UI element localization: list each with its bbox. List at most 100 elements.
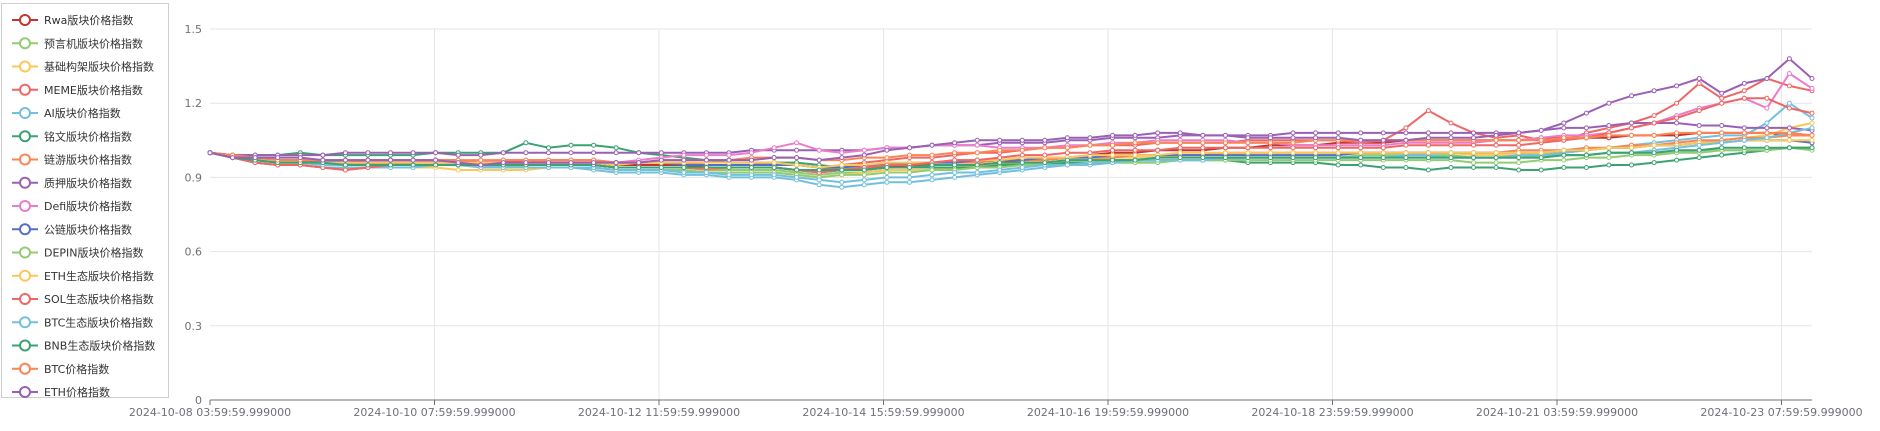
data-point (1177, 150, 1183, 156)
data-point (1290, 145, 1296, 151)
data-point (839, 184, 845, 190)
data-point (1606, 145, 1612, 151)
y-tick-label: 1.5 (185, 23, 203, 36)
data-point (1786, 137, 1792, 143)
legend-marker-14[interactable] (19, 339, 31, 352)
data-point (997, 160, 1003, 166)
data-point (1809, 132, 1815, 138)
data-point (816, 167, 822, 173)
legend-marker-16[interactable] (19, 386, 31, 398)
data-point (1335, 162, 1341, 168)
data-point (861, 167, 867, 173)
data-point (997, 147, 1003, 153)
data-point (1425, 130, 1431, 136)
legend-marker-9[interactable] (19, 223, 31, 236)
legend-marker-6[interactable] (19, 153, 31, 166)
data-point (974, 137, 980, 143)
data-point (455, 160, 461, 166)
series-line-5 (209, 141, 1812, 171)
legend-label[interactable]: BTC生态版块价格指数 (44, 315, 153, 329)
data-point (794, 167, 800, 173)
data-point (1538, 155, 1544, 161)
legend-label[interactable]: 质押版块价格指数 (44, 176, 132, 190)
legend-label[interactable]: BTC价格指数 (44, 362, 109, 376)
legend-label[interactable]: ETH价格指数 (44, 385, 110, 399)
data-point (1561, 135, 1567, 141)
legend-marker-10[interactable] (19, 246, 31, 259)
legend-marker-11[interactable] (19, 269, 31, 282)
data-point (1764, 120, 1770, 126)
legend-marker-8[interactable] (19, 200, 31, 212)
legend-marker-2[interactable] (19, 60, 31, 73)
data-point (1425, 135, 1431, 141)
legend-label[interactable]: SOL生态版块价格指数 (44, 292, 154, 306)
x-tick-label: 2024-10-18 23:59:59.999000 (1251, 406, 1413, 419)
legend-label[interactable]: AI版块价格指数 (44, 106, 121, 120)
legend-marker-0[interactable] (19, 14, 31, 26)
y-tick-label: 0 (195, 394, 202, 407)
data-point (929, 172, 935, 178)
legend-marker-7[interactable] (19, 176, 31, 189)
legend-marker-4[interactable] (19, 107, 31, 119)
data-point (1268, 150, 1273, 156)
data-point (816, 147, 822, 153)
data-point (952, 157, 958, 163)
data-point (1200, 155, 1206, 161)
legend-marker-3[interactable] (19, 83, 31, 96)
legend-label[interactable]: MEME版块价格指数 (44, 83, 143, 97)
data-point (1651, 142, 1657, 148)
data-point (794, 140, 800, 146)
data-point (1651, 132, 1657, 138)
legend-marker-13[interactable] (19, 316, 31, 329)
legend-marker-12[interactable] (19, 293, 31, 305)
legend-label[interactable]: 预言机版块价格指数 (44, 36, 143, 50)
legend-label[interactable]: Rwa版块价格指数 (44, 13, 133, 27)
data-point (1290, 135, 1296, 141)
data-point (771, 145, 777, 151)
data-point (1809, 137, 1815, 143)
series-line-11 (209, 139, 1812, 169)
legend-marker-15[interactable] (19, 362, 31, 375)
data-point (297, 155, 303, 161)
data-point (658, 165, 664, 170)
data-point (1358, 150, 1364, 156)
data-point (1403, 137, 1409, 143)
data-point (1606, 100, 1612, 106)
data-point (1268, 135, 1273, 141)
data-point (1358, 155, 1364, 161)
legend-marker-1[interactable] (19, 37, 31, 50)
data-point (1042, 160, 1048, 166)
legend-label[interactable]: 铭文版块价格指数 (44, 129, 132, 143)
series-line-4 (209, 102, 1813, 189)
legend-label[interactable]: 链游版块价格指数 (44, 153, 132, 167)
data-point (1516, 160, 1522, 166)
x-tick-label: 2024-10-23 07:59:59.999000 (1700, 406, 1862, 419)
data-point (794, 174, 800, 180)
data-point (1786, 71, 1792, 76)
legend-label[interactable]: DEPIN版块价格指数 (44, 246, 144, 260)
data-point (839, 150, 845, 156)
data-point (1651, 120, 1657, 126)
data-point (1425, 167, 1431, 173)
data-point (1674, 147, 1680, 153)
data-point (1809, 125, 1815, 131)
data-point (1425, 142, 1431, 148)
data-point (1155, 147, 1161, 153)
data-point (1629, 162, 1634, 168)
data-point (816, 182, 822, 188)
data-point (1674, 100, 1680, 106)
legend-label[interactable]: ETH生态版块价格指数 (44, 269, 154, 283)
data-point (1087, 157, 1093, 163)
data-point (974, 157, 980, 163)
data-point (929, 152, 935, 158)
data-point (1741, 95, 1747, 101)
data-point (1764, 105, 1770, 111)
data-point (1696, 147, 1702, 153)
data-point (1719, 95, 1725, 101)
data-point (1019, 160, 1025, 166)
legend-label[interactable]: Defi版块价格指数 (44, 199, 132, 213)
legend-label[interactable]: 基础构架版块价格指数 (44, 60, 154, 74)
legend-label[interactable]: 公链版块价格指数 (44, 222, 132, 236)
legend-marker-5[interactable] (19, 130, 31, 143)
legend-label[interactable]: BNB生态版块价格指数 (44, 339, 155, 353)
